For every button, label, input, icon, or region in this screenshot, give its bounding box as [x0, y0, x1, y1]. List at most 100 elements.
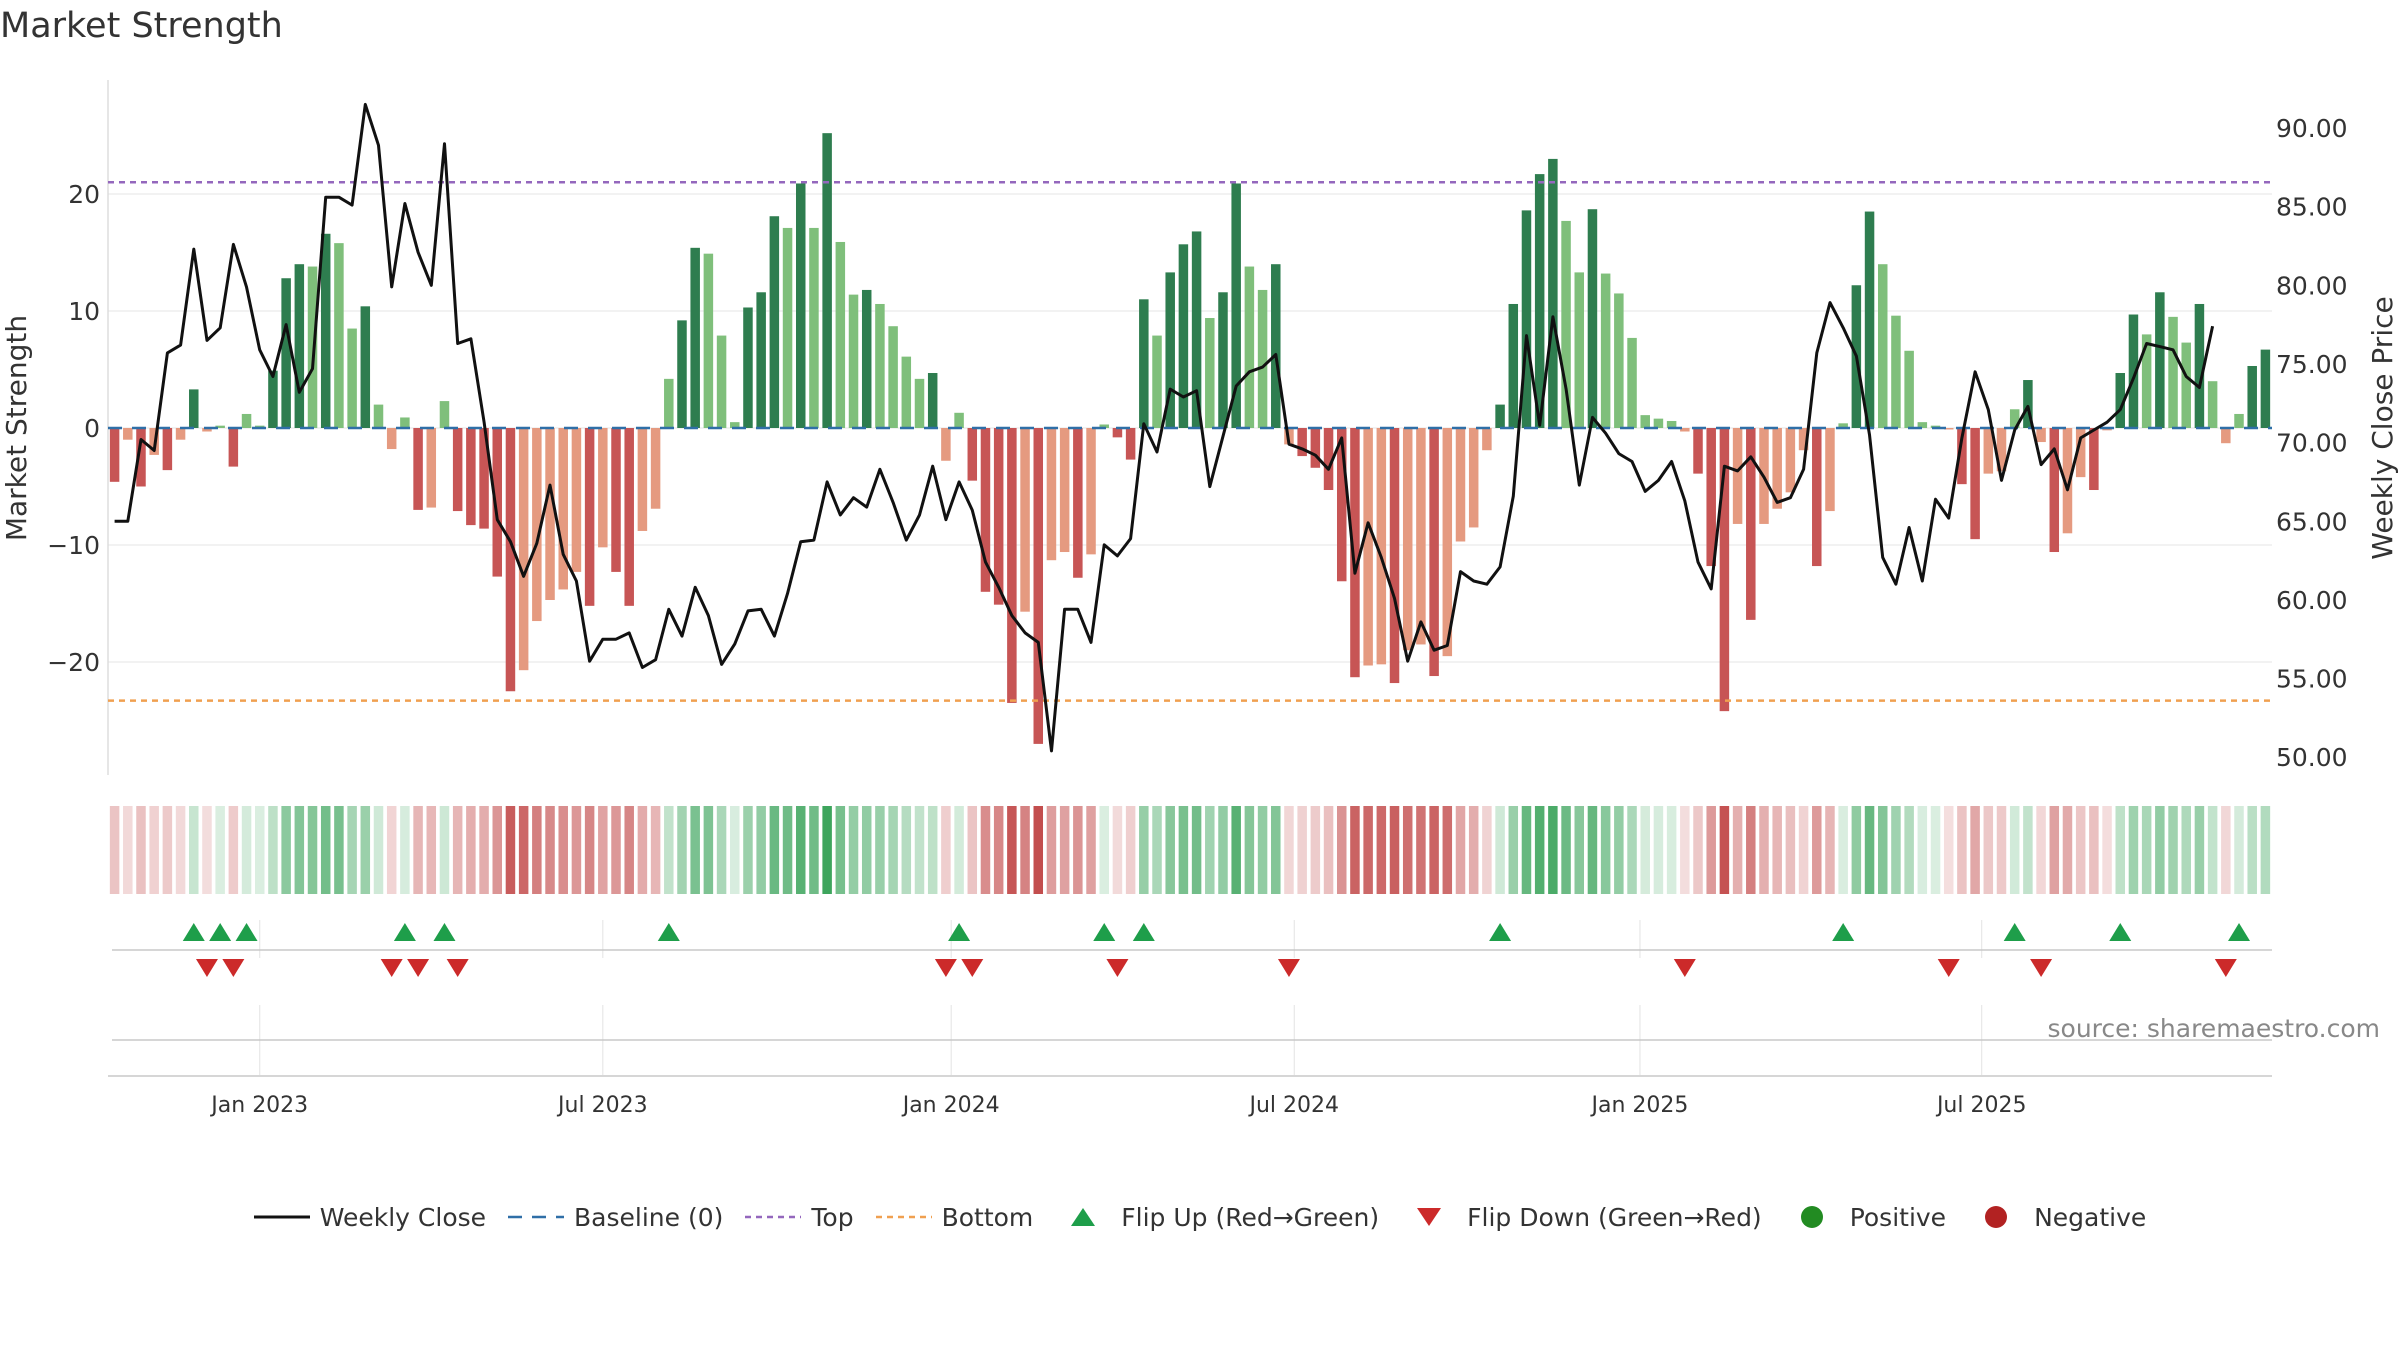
- strength-bar: [2168, 316, 2178, 428]
- strength-bar: [1099, 424, 1109, 428]
- strength-bar: [241, 413, 252, 428]
- heat-cell: [769, 806, 780, 894]
- y-tick-label: −20: [47, 648, 100, 677]
- heat-cell: [2075, 806, 2086, 894]
- flip-up-marker: [393, 923, 416, 941]
- heat-cell: [492, 806, 503, 894]
- strength-bar: [835, 241, 846, 428]
- strength-bar: [1007, 428, 1017, 703]
- strength-bars: [109, 133, 2271, 744]
- heat-cell: [1759, 806, 1769, 894]
- legend-swatch: [875, 1215, 932, 1219]
- flip-down-marker: [380, 959, 403, 977]
- flip-down-marker: [961, 959, 984, 977]
- heat-cell: [505, 806, 516, 894]
- heat-cell: [1930, 806, 1941, 894]
- date-tick-label: Jul 2023: [556, 1093, 648, 1118]
- heat-cell: [518, 806, 529, 894]
- heat-cell: [1336, 806, 1347, 894]
- heat-cell: [571, 806, 582, 894]
- strength-bar: [268, 370, 278, 428]
- strength-bar: [136, 428, 146, 487]
- weekly-close-path: [114, 102, 2215, 753]
- heat-cell: [558, 806, 568, 894]
- strength-bar: [1838, 423, 1848, 428]
- legend-swatch: [1800, 1206, 1823, 1228]
- strength-bar: [1086, 428, 1096, 555]
- strength-bar: [426, 428, 437, 508]
- legend-swatch: [253, 1215, 310, 1219]
- strength-bar: [861, 289, 872, 428]
- strength-bar: [756, 292, 766, 428]
- strength-bar: [1746, 428, 1756, 620]
- strength-bar: [809, 227, 819, 428]
- strength-bar: [1943, 428, 1954, 430]
- axes: 20 10 0 −10 −20 90.00 85.00 80.00 75.00 70.00 65.0…: [0, 114, 2399, 772]
- heat-cell: [598, 806, 608, 894]
- strength-bar: [1587, 209, 1598, 428]
- heat-cell: [1363, 806, 1373, 894]
- strength-bar: [1416, 428, 1426, 645]
- heat-cell: [1970, 806, 1980, 894]
- heat-cell: [1534, 806, 1545, 894]
- heat-cell: [320, 806, 331, 894]
- heat-cell: [426, 806, 437, 894]
- heat-cell: [703, 806, 714, 894]
- heat-cell: [162, 806, 173, 894]
- heat-cell: [360, 806, 371, 894]
- strength-bar: [1046, 428, 1057, 561]
- chart-title: Market Strength: [0, 6, 283, 46]
- flip-up-marker: [1093, 923, 1116, 941]
- heat-cell: [1746, 806, 1756, 894]
- heat-cell: [1073, 806, 1083, 894]
- heat-cell: [2247, 806, 2257, 894]
- heat-cell: [1600, 806, 1611, 894]
- flip-markers: [182, 923, 2251, 977]
- heat-cell: [2221, 806, 2231, 894]
- strength-bar: [175, 428, 186, 440]
- strength-bar: [1785, 428, 1796, 493]
- heat-cell: [637, 806, 648, 894]
- y2-tick-label: 55.00: [2276, 665, 2348, 694]
- strength-bar: [571, 428, 582, 572]
- heat-cell: [888, 806, 898, 894]
- heat-cell: [835, 806, 846, 894]
- strength-bar: [1706, 428, 1716, 567]
- heat-cell: [1125, 806, 1136, 894]
- legend-item-flip-down: Flip Down (Green→Red): [1401, 1202, 1762, 1232]
- reference-lines: [108, 181, 2272, 702]
- strength-bar: [281, 278, 291, 428]
- heat-cell: [175, 806, 186, 894]
- strength-bar: [822, 133, 832, 428]
- strength-bar: [1917, 422, 1928, 428]
- heat-cell: [452, 806, 463, 894]
- heat-cell: [1323, 806, 1334, 894]
- heat-cell: [545, 806, 555, 894]
- heat-cell: [914, 806, 925, 894]
- heat-cell: [782, 806, 793, 894]
- heat-cell: [1785, 806, 1796, 894]
- strength-bar: [1666, 420, 1677, 428]
- strength-bar: [1812, 428, 1822, 567]
- heat-cell: [2155, 806, 2165, 894]
- y2-tick-label: 75.00: [2276, 350, 2348, 379]
- strength-bar: [413, 428, 423, 510]
- heat-cell: [1680, 806, 1690, 894]
- heat-cell: [795, 806, 806, 894]
- heat-cell: [1046, 806, 1057, 894]
- strength-bar: [1891, 315, 1901, 428]
- strength-bar: [532, 428, 542, 622]
- strength-bar: [2023, 380, 2033, 428]
- strength-bar: [584, 428, 595, 606]
- strength-bar: [558, 428, 568, 590]
- strength-bar: [202, 428, 212, 432]
- strength-bar: [1125, 428, 1136, 460]
- strength-bar: [1152, 335, 1162, 428]
- heat-cell: [439, 806, 450, 894]
- heat-cell: [980, 806, 991, 894]
- heat-cell: [2168, 806, 2178, 894]
- strength-bar: [505, 428, 516, 692]
- heat-cell: [400, 806, 410, 894]
- strength-bar: [386, 428, 397, 450]
- heat-cell: [1561, 806, 1571, 894]
